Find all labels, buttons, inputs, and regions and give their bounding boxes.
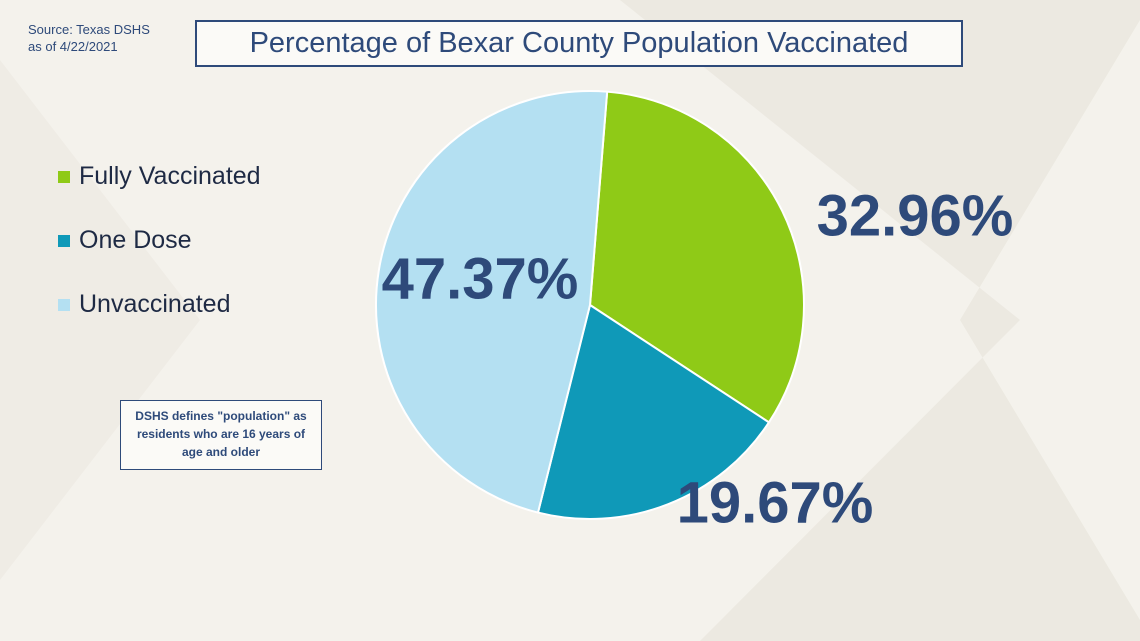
background-chevron [620,0,1140,641]
background-chevron [0,60,200,580]
legend-swatch [58,170,70,183]
data-label: 32.96% [817,183,1014,248]
legend-swatch [58,298,70,311]
legend-label: Fully Vaccinated [79,162,261,190]
legend-entry: One Dose [58,226,192,255]
legend-label: Unvaccinated [79,290,231,318]
chart-title: Percentage of Bexar County Population Va… [195,20,963,67]
note: DSHS defines "population" as residents w… [120,400,322,470]
source-date: as of 4/22/2021 [28,39,118,54]
legend-label: One Dose [79,226,192,254]
data-label: 19.67% [677,470,874,535]
legend-entry: Fully Vaccinated [58,162,261,191]
source: Source: Texas DSHS [28,22,150,37]
data-label: 47.37% [382,246,579,311]
legend-swatch [58,234,70,247]
legend-entry: Unvaccinated [58,290,230,319]
pie-slice [536,303,771,520]
pie-slice [375,90,609,514]
